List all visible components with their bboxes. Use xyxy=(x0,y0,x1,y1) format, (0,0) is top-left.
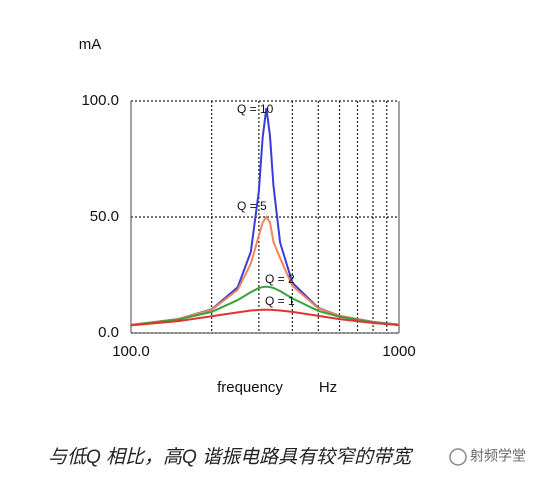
series-line xyxy=(130,215,400,326)
series-label: Q = 5 xyxy=(237,199,267,213)
x-axis-label: frequency xyxy=(217,379,283,396)
watermark: 射频学堂 xyxy=(470,448,526,464)
y-tick-label: 50.0 xyxy=(90,208,119,225)
y-axis-label: mA xyxy=(79,36,102,53)
y-tick-label: 100.0 xyxy=(81,92,119,109)
x-tick-label: 1000 xyxy=(382,343,415,360)
y-tick-label: 0.0 xyxy=(98,324,119,341)
series-label: Q = 2 xyxy=(265,272,295,286)
x-axis-unit: Hz xyxy=(319,379,337,396)
caption: 与低Q 相比，高Q 谐振电路具有较窄的带宽 xyxy=(48,446,414,468)
series-label: Q = 1 xyxy=(265,294,295,308)
series-label: Q = 10 xyxy=(237,102,274,116)
series-line xyxy=(130,285,400,327)
watermark-icon xyxy=(449,448,467,466)
series-line xyxy=(130,308,400,327)
x-tick-label: 100.0 xyxy=(112,343,150,360)
